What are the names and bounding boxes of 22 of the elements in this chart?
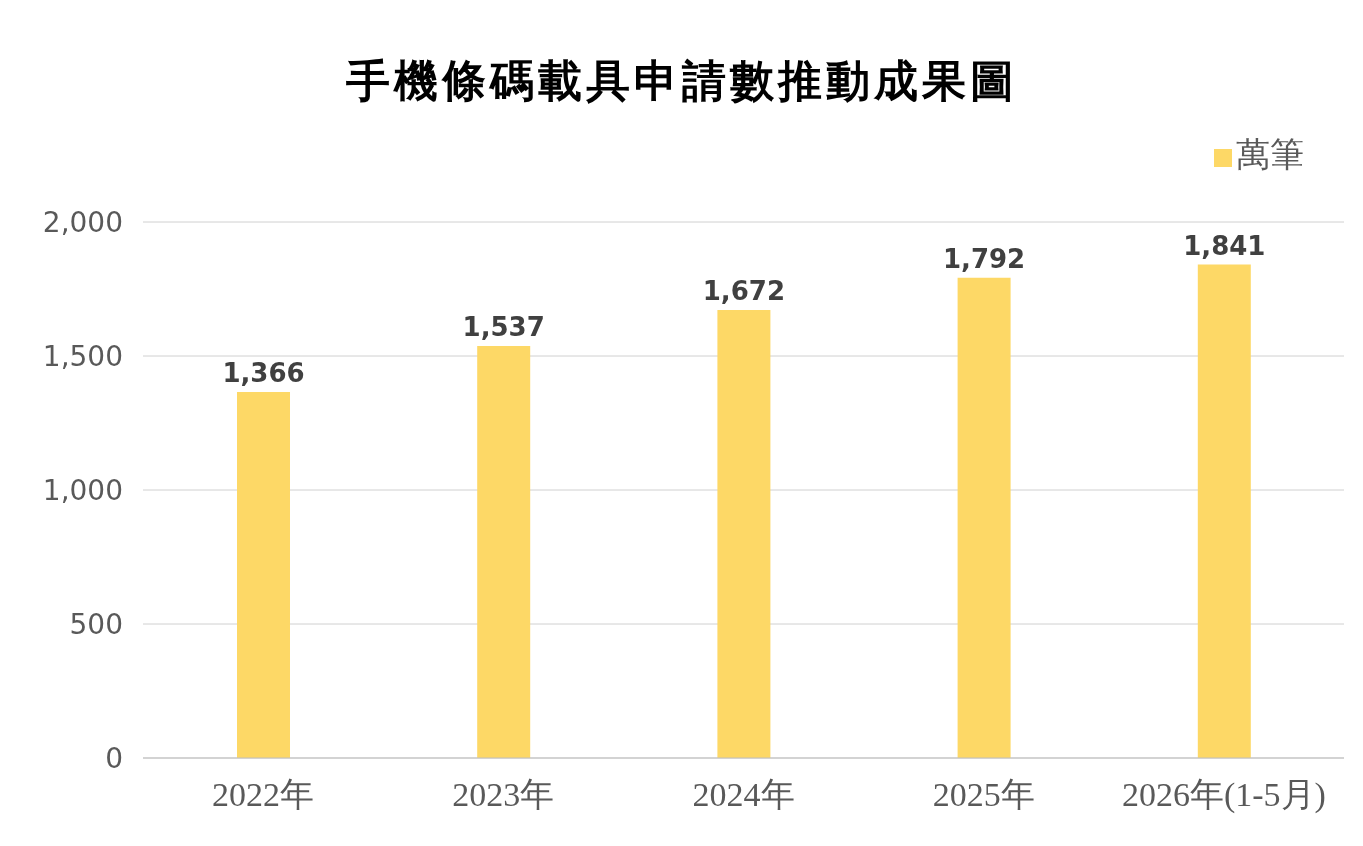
data-label: 1,841 — [1183, 230, 1266, 261]
bar — [957, 277, 1011, 758]
legend-label: 萬筆 — [1236, 136, 1304, 173]
x-tick-label: 2024年 — [692, 776, 795, 814]
y-tick-label: 500 — [69, 607, 123, 641]
x-tick-label: 2022年 — [212, 776, 315, 814]
data-label: 1,366 — [222, 357, 305, 388]
x-tick-label: 2026年(1-5月) — [1121, 776, 1326, 815]
bar — [1197, 264, 1251, 758]
chart-title: 手機條碼載具申請數推動成果圖 — [344, 54, 1019, 108]
y-tick-label: 0 — [105, 741, 123, 775]
y-tick-label: 1,000 — [42, 473, 123, 507]
data-label: 1,672 — [702, 275, 786, 306]
bar — [237, 391, 290, 758]
data-label: 1,537 — [462, 312, 545, 343]
data-label: 1,792 — [942, 243, 1026, 274]
x-tick-label: 2025年 — [932, 776, 1035, 814]
bar — [477, 346, 531, 758]
y-tick-label: 1,500 — [42, 339, 123, 373]
y-tick-label: 2,000 — [42, 205, 123, 239]
bar — [717, 309, 771, 758]
x-tick-label: 2023年 — [452, 776, 555, 814]
